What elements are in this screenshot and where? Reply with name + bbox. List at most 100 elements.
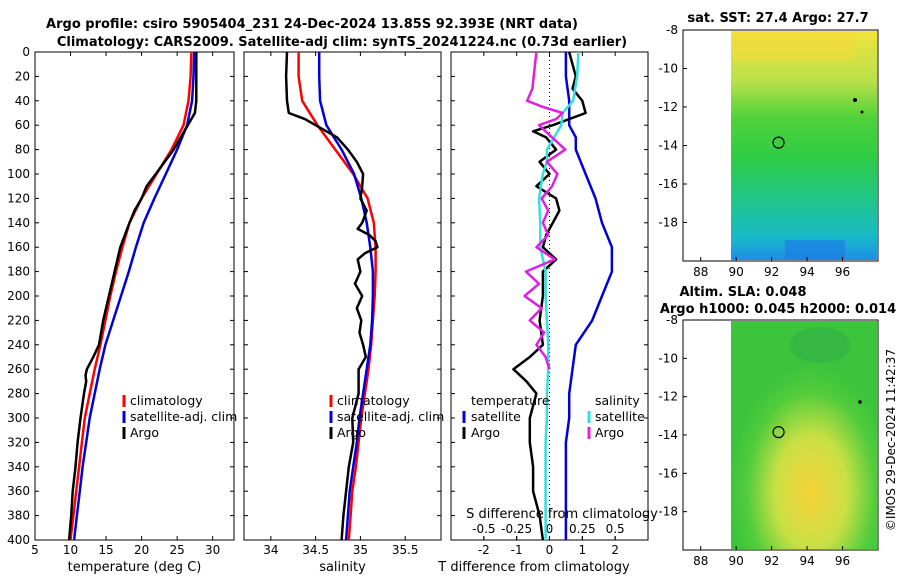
sla-argo-location-marker [772,426,785,439]
x-tick-label: 25 [170,543,185,557]
sst-point-marker [853,98,857,102]
map-x-tick-label: 96 [835,554,850,568]
map-y-tick-label: -10 [658,62,678,76]
map-y-tick-label: -12 [658,390,678,404]
legend-s-satellite: satellite [595,409,645,424]
map-y-tick-label: -12 [658,100,678,114]
salinity-argo-line [284,52,379,540]
sla-point-marker [858,400,862,404]
map-y-tick-label: -10 [658,351,678,365]
depth-tick-label: 300 [7,411,30,425]
x-tick-label: -0.5 [472,522,495,536]
map-y-tick-label: -18 [658,216,678,230]
sla-map-title-2: Argo h1000: 0.045 h2000: 0.014 [660,302,896,317]
depth-tick-label: 0 [22,45,30,59]
map-y-tick-label: -8 [666,23,678,37]
temp-diff-satellite-line [564,52,614,540]
title-line-2: Climatology: CARS2009. Satellite-adj cli… [57,35,627,50]
s-difference-xlabel: S difference from climatology [466,507,658,522]
sal-diff-argo-line [523,52,567,370]
depth-tick-label: 340 [7,460,30,474]
depth-tick-label: 40 [15,94,30,108]
temperature-x-ticks: 5 10 15 20 25 30 [31,52,220,557]
depth-tick-label: 180 [7,265,30,279]
legend-satellite: satellite-adj. clim [337,409,444,424]
map-x-tick-label: 96 [835,265,850,279]
sst-field [731,31,877,260]
sst-map-title: sat. SST: 27.4 Argo: 27.7 [687,11,868,26]
legend-t-satellite: satellite [471,409,521,424]
legend-argo: Argo [130,425,159,440]
difference-legend: temperature satellite Argo salinity sate… [462,393,645,440]
x-tick-label: 35.5 [392,543,419,557]
x-tick-label: 15 [98,543,113,557]
temperature-legend: climatology satellite-adj. clim Argo [122,393,237,440]
salinity-climatology-line [297,52,377,540]
depth-tick-label: 360 [7,484,30,498]
map-y-tick-label: -8 [666,313,678,327]
legend-s-argo: Argo [595,425,624,440]
x-tick-label: 5 [31,543,39,557]
temperature-axes [34,51,235,541]
temperature-climatology-line [69,52,193,540]
salinity-x-ticks: 34 34.5 35 35.5 [263,52,419,557]
salinity-legend: climatology satellite-adj. clim Argo [329,393,444,440]
x-tick-label: -1 [511,543,523,557]
depth-tick-label: 60 [15,118,30,132]
map-x-tick-label: 92 [764,554,779,568]
depth-tick-label: 100 [7,167,30,181]
salinity-xlabel: salinity [319,560,366,575]
temperature-xlabel: temperature (deg C) [68,560,202,575]
temp-diff-argo-line [512,52,587,540]
x-tick-label: 0 [546,543,554,557]
depth-tick-label: 80 [15,143,30,157]
x-tick-label: 10 [63,543,78,557]
sst-point-marker [860,110,864,114]
sst-warm-patch [733,33,853,61]
sst-map [682,29,879,262]
sst-argo-location-marker [772,136,785,149]
x-tick-label: 34.5 [302,543,329,557]
map-x-tick-label: 88 [693,554,708,568]
title-line-1: Argo profile: csiro 5905404_231 24-Dec-2… [46,17,578,32]
x-tick-label: -0.25 [501,522,532,536]
imos-timestamp: ©IMOS 29-Dec-2024 11:42:37 [884,349,898,531]
x-tick-label: 0.25 [569,522,596,536]
map-y-tick-label: -16 [658,177,678,191]
map-y-tick-label: -18 [658,505,678,519]
x-tick-label: 2 [611,543,619,557]
map-x-tick-label: 94 [799,265,814,279]
map-x-tick-label: 94 [799,554,814,568]
t-difference-xlabel: T difference from climatology [437,560,630,575]
depth-tick-label: 400 [7,533,30,547]
sal-diff-satellite-line [537,52,580,540]
legend-salinity-title: salinity [595,393,640,408]
legend-satellite: satellite-adj. clim [130,409,237,424]
depth-tick-label: 320 [7,435,30,449]
depth-tick-label: 280 [7,387,30,401]
depth-tick-label: 20 [15,69,30,83]
x-tick-label: -2 [478,543,490,557]
legend-climatology: climatology [130,393,203,408]
sla-map-ticks: 88 90 92 94 96 -8 -10 -12 -14 -16 -18 [658,313,850,568]
sla-map-title: Altim. SLA: 0.048 [680,285,807,300]
salinity-axes [243,51,442,541]
map-x-tick-label: 88 [693,265,708,279]
map-x-tick-label: 92 [764,265,779,279]
depth-tick-label: 160 [7,240,30,254]
map-x-tick-label: 90 [729,554,744,568]
map-y-tick-label: -14 [658,139,678,153]
sla-map [682,319,879,551]
depth-tick-label: 140 [7,216,30,230]
depth-tick-labels: 0 20 40 60 80 100 120 140 160 180 200 220 240 260 280 3… [7,45,648,547]
temperature-argo-line [67,52,198,540]
sst-map-ticks: 88 90 92 94 96 -8 -10 -12 -14 -16 -18 [658,23,850,279]
x-tick-label: 20 [134,543,149,557]
depth-tick-label: 120 [7,191,30,205]
legend-t-argo: Argo [471,425,500,440]
legend-temperature-title: temperature [471,393,550,408]
depth-tick-label: 220 [7,313,30,327]
depth-tick-label: 380 [7,509,30,523]
